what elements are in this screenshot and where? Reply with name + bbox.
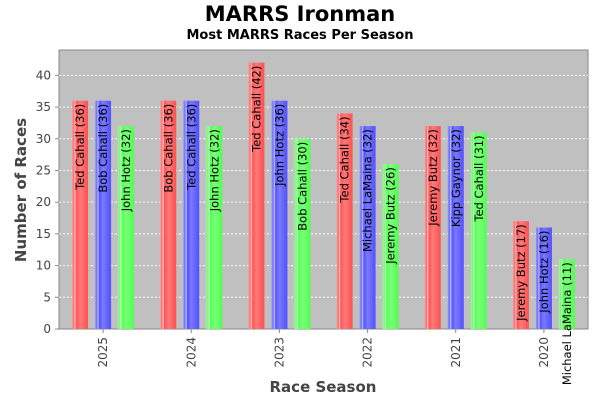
- y-axis-label: Number of Races: [12, 118, 30, 262]
- bar: [95, 100, 112, 330]
- x-tick-label: 2024: [184, 337, 198, 368]
- bar: [558, 259, 575, 329]
- y-tick-label: 35: [36, 100, 51, 114]
- bar-label: John Hotz (16): [537, 231, 551, 314]
- y-tick-label: 5: [43, 290, 51, 304]
- y-axis: 0 5 10 15 20 25 30 35 40: [36, 68, 59, 336]
- bars: Ted Cahall (36) Bob Cahall (36) John Hotz …: [72, 62, 575, 385]
- chart-title: MARRS Ironman: [205, 2, 395, 26]
- bar-label: Bob Cahall (30): [295, 142, 309, 231]
- bar-label: Bob Cahall (36): [96, 104, 110, 193]
- bar-label: John Hotz (32): [119, 129, 133, 212]
- y-tick-label: 40: [36, 68, 51, 82]
- bar: [118, 126, 135, 329]
- bar-label: Jeremy Butz (17): [514, 224, 528, 322]
- bar-label: John Hotz (36): [272, 104, 286, 187]
- x-axis: 2025 2024 2023 2022 2021 2020: [96, 329, 551, 368]
- y-tick-label: 10: [36, 259, 51, 273]
- bar-label: Kipp Gaynor (32): [449, 129, 463, 227]
- y-tick-label: 0: [43, 322, 51, 336]
- x-tick-label: 2025: [96, 337, 110, 368]
- bar: [382, 164, 399, 329]
- x-tick-label: 2021: [449, 337, 463, 368]
- bar: [206, 126, 223, 329]
- bar: [424, 126, 441, 329]
- gridlines: [59, 74, 588, 298]
- bar: [535, 227, 552, 329]
- bar: [470, 132, 487, 329]
- bar-label: Jeremy Butz (32): [426, 129, 440, 227]
- bar: [72, 100, 89, 330]
- y-tick-label: 20: [36, 195, 51, 209]
- bar: [336, 113, 353, 329]
- chart-subtitle: Most MARRS Races Per Season: [187, 28, 414, 43]
- bar-label: Michael LaMaina (11): [560, 262, 574, 385]
- bar-label: Ted Cahall (36): [184, 104, 198, 191]
- bar-label: Jeremy Butz (26): [384, 167, 398, 265]
- x-tick-label: 2023: [272, 337, 286, 368]
- bar-label: Ted Cahall (42): [249, 66, 263, 153]
- bar: [294, 138, 311, 329]
- x-tick-label: 2022: [361, 337, 375, 368]
- bar-label: Ted Cahall (31): [472, 135, 486, 222]
- bar-label: John Hotz (32): [207, 129, 221, 212]
- y-tick-label: 30: [36, 132, 51, 146]
- bar-label: Bob Cahall (36): [161, 104, 175, 193]
- bar: [160, 100, 177, 330]
- bar: [512, 221, 529, 329]
- bar: [359, 126, 376, 329]
- y-tick-label: 15: [36, 227, 51, 241]
- bar-label: Michael LaMaina (32): [361, 129, 375, 252]
- y-tick-label: 25: [36, 163, 51, 177]
- x-axis-label: Race Season: [270, 378, 377, 396]
- bar: [447, 126, 464, 329]
- bar-label: Ted Cahall (34): [338, 116, 352, 203]
- bar-label: Ted Cahall (36): [73, 104, 87, 191]
- plot-area: [58, 49, 589, 330]
- bar: [183, 100, 200, 330]
- bar: [271, 100, 288, 330]
- x-tick-label: 2020: [537, 337, 551, 368]
- bar: [248, 62, 265, 329]
